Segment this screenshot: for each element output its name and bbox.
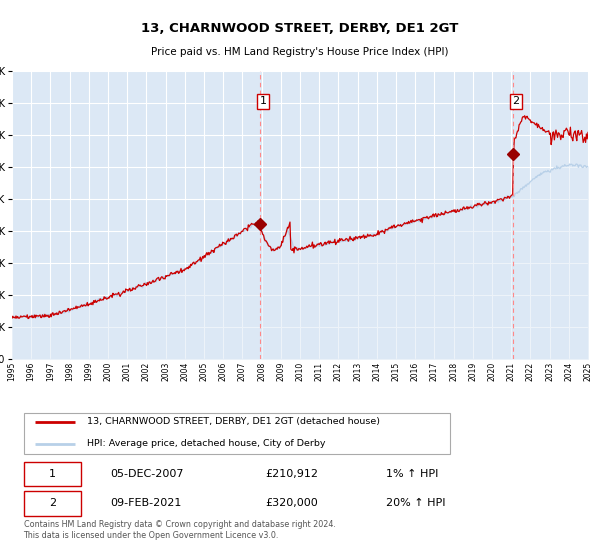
- Text: 2007: 2007: [238, 361, 247, 381]
- Text: 2000: 2000: [104, 361, 113, 381]
- Text: 2017: 2017: [430, 361, 439, 381]
- Text: 2002: 2002: [142, 361, 151, 381]
- Text: 2011: 2011: [314, 361, 324, 380]
- Text: 2016: 2016: [410, 361, 420, 381]
- Text: 1: 1: [259, 96, 266, 106]
- Text: 1998: 1998: [65, 361, 74, 381]
- Text: 2012: 2012: [334, 361, 343, 380]
- Text: 2019: 2019: [469, 361, 478, 381]
- Text: 13, CHARNWOOD STREET, DERBY, DE1 2GT (detached house): 13, CHARNWOOD STREET, DERBY, DE1 2GT (de…: [87, 417, 380, 426]
- Text: 2001: 2001: [123, 361, 132, 381]
- Text: 2014: 2014: [372, 361, 382, 381]
- Text: £320,000: £320,000: [265, 498, 318, 508]
- Text: 2: 2: [512, 96, 520, 106]
- Text: 2022: 2022: [526, 361, 535, 380]
- Text: 2020: 2020: [487, 361, 497, 381]
- Text: 2006: 2006: [218, 361, 228, 381]
- Text: £210,912: £210,912: [265, 469, 319, 479]
- Text: 1% ↑ HPI: 1% ↑ HPI: [386, 469, 439, 479]
- Text: 2005: 2005: [199, 361, 209, 381]
- Text: 2010: 2010: [296, 361, 305, 381]
- Text: 1: 1: [49, 469, 56, 479]
- FancyBboxPatch shape: [23, 461, 81, 487]
- Text: 1996: 1996: [27, 361, 36, 381]
- Text: Price paid vs. HM Land Registry's House Price Index (HPI): Price paid vs. HM Land Registry's House …: [151, 47, 449, 57]
- Text: 1997: 1997: [46, 361, 55, 381]
- Text: HPI: Average price, detached house, City of Derby: HPI: Average price, detached house, City…: [87, 439, 325, 448]
- Text: 2025: 2025: [583, 361, 593, 381]
- Text: 2004: 2004: [180, 361, 190, 381]
- Text: 2023: 2023: [545, 361, 554, 381]
- Text: 2024: 2024: [564, 361, 574, 381]
- Text: 2021: 2021: [507, 361, 516, 380]
- Text: 2008: 2008: [257, 361, 266, 381]
- FancyBboxPatch shape: [23, 491, 81, 516]
- FancyBboxPatch shape: [23, 413, 450, 454]
- Text: 1999: 1999: [84, 361, 94, 381]
- Text: 2003: 2003: [161, 361, 170, 381]
- Text: 09-FEB-2021: 09-FEB-2021: [110, 498, 181, 508]
- Text: 05-DEC-2007: 05-DEC-2007: [110, 469, 184, 479]
- Text: 2015: 2015: [392, 361, 401, 381]
- Text: 2009: 2009: [277, 361, 286, 381]
- Text: Contains HM Land Registry data © Crown copyright and database right 2024.
This d: Contains HM Land Registry data © Crown c…: [23, 520, 335, 540]
- Text: 20% ↑ HPI: 20% ↑ HPI: [386, 498, 446, 508]
- Text: 2: 2: [49, 498, 56, 508]
- Text: 2018: 2018: [449, 361, 458, 380]
- Text: 2013: 2013: [353, 361, 362, 381]
- Text: 1995: 1995: [7, 361, 17, 381]
- Text: 13, CHARNWOOD STREET, DERBY, DE1 2GT: 13, CHARNWOOD STREET, DERBY, DE1 2GT: [142, 22, 458, 35]
